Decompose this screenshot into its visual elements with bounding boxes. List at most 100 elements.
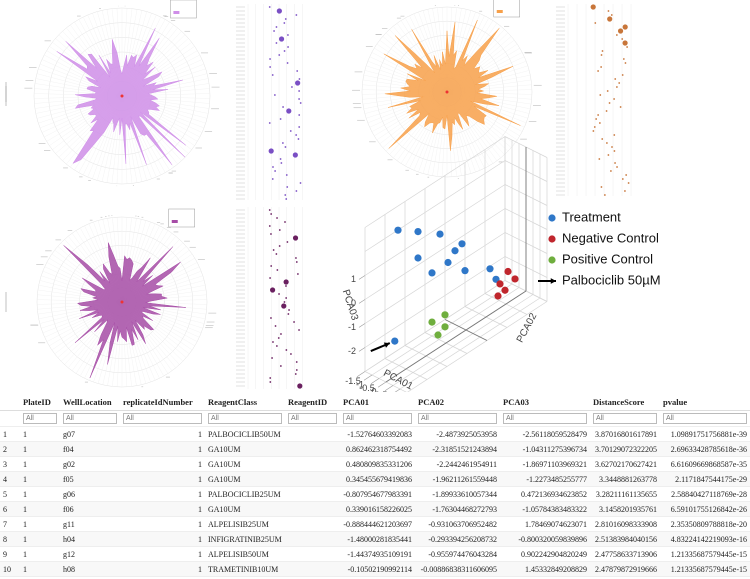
dot bbox=[278, 36, 285, 42]
table-cell: f04 bbox=[60, 441, 120, 457]
header-cell: PlateID bbox=[20, 393, 60, 411]
table-cell: 0.862462318754492 bbox=[340, 441, 415, 457]
table-cell: 2.51383984040156 bbox=[590, 531, 660, 547]
table-cell: -1.2273485255777 bbox=[500, 471, 590, 487]
dot bbox=[299, 102, 302, 104]
dot bbox=[285, 174, 288, 176]
tick-mark bbox=[358, 347, 366, 352]
table-cell: -0.931063706952482 bbox=[415, 516, 500, 532]
dot bbox=[610, 14, 613, 16]
radar-center bbox=[120, 94, 124, 98]
table-cell: 1 bbox=[120, 561, 205, 577]
filter-input[interactable]: All bbox=[663, 413, 747, 424]
dot bbox=[271, 178, 274, 180]
table-cell: INFIGRATINIB25UM bbox=[205, 531, 285, 547]
data-point bbox=[414, 228, 422, 236]
dot bbox=[283, 50, 286, 52]
dot bbox=[284, 221, 286, 223]
dot bbox=[295, 14, 298, 16]
filter-input[interactable]: All bbox=[208, 413, 282, 424]
table-cell: 3.70129072322205 bbox=[590, 441, 660, 457]
radar-panel bbox=[5, 0, 220, 187]
dot bbox=[624, 62, 627, 64]
table-row: 9 1 g12 1 ALPELISIB50UM -1.44374935109191 -0.9… bbox=[0, 546, 750, 562]
tick-label: 1 bbox=[351, 274, 356, 284]
table-cell: 3.62702170627421 bbox=[590, 456, 660, 472]
filter-input[interactable]: All bbox=[23, 413, 57, 424]
dot bbox=[595, 118, 598, 120]
filter-input[interactable]: All bbox=[503, 413, 587, 424]
table-cell: 0.345455679419836 bbox=[340, 471, 415, 487]
table-cell: 1 bbox=[20, 516, 60, 532]
table-cell: ALPELISIB50UM bbox=[205, 546, 285, 562]
box-edge bbox=[364, 136, 506, 228]
table-cell: 4.83224142219093e-16 bbox=[660, 531, 750, 547]
dot bbox=[613, 134, 616, 136]
dot bbox=[600, 66, 603, 68]
dot bbox=[298, 90, 301, 92]
dot bbox=[601, 50, 604, 52]
data-point bbox=[511, 275, 519, 283]
filter-cell: All bbox=[340, 410, 415, 427]
table-cell: 2.81016098333908 bbox=[590, 516, 660, 532]
filter-cell: All bbox=[660, 410, 750, 427]
table-cell: 2.47758633713906 bbox=[590, 546, 660, 562]
table-row: 10 1 h08 1 TRAMETINIB10UM -0.10502190992114 -0… bbox=[0, 561, 750, 577]
table-cell: 2.47879872919666 bbox=[590, 561, 660, 577]
table-cell: 1 bbox=[20, 471, 60, 487]
arrow-head bbox=[383, 342, 390, 348]
filter-input[interactable]: All bbox=[63, 413, 117, 424]
row-label: 6 bbox=[0, 501, 20, 517]
filter-input[interactable]: All bbox=[288, 413, 337, 424]
table-cell: 1 bbox=[20, 501, 60, 517]
table-cell: -0.10502190992114 bbox=[340, 561, 415, 577]
row-label: 5 bbox=[0, 486, 20, 502]
dot bbox=[280, 162, 283, 164]
filter-input[interactable]: All bbox=[418, 413, 497, 424]
table-cell: g02 bbox=[60, 456, 120, 472]
filter-input[interactable]: All bbox=[123, 413, 202, 424]
dot bbox=[269, 287, 276, 293]
dot bbox=[606, 90, 609, 92]
dot bbox=[284, 194, 287, 196]
tick-label: 0 bbox=[371, 387, 376, 392]
table-cell: -0.00886838311606095 bbox=[415, 561, 500, 577]
radar-panel bbox=[5, 0, 542, 180]
dot bbox=[278, 54, 281, 56]
table-row: 4 1 f05 1 GA10UM 0.345455679419836 -1.96211261… bbox=[0, 471, 750, 487]
axis-label: PCA02 bbox=[515, 311, 540, 345]
dot bbox=[269, 381, 272, 383]
table-cell: g06 bbox=[60, 486, 120, 502]
dot bbox=[608, 102, 611, 104]
dot bbox=[286, 108, 292, 114]
dot bbox=[268, 148, 274, 154]
dot bbox=[275, 345, 278, 347]
dot bbox=[268, 225, 271, 227]
dot bbox=[272, 341, 274, 343]
dot bbox=[624, 190, 626, 192]
dot-plot-panel bbox=[556, 4, 632, 196]
table-cell: -0.293394256208732 bbox=[415, 531, 500, 547]
table-cell: 1 bbox=[20, 426, 60, 442]
header-cell: PCA01 bbox=[340, 393, 415, 411]
table-cell bbox=[285, 426, 340, 442]
table-cell: 0.902242904820249 bbox=[500, 546, 590, 562]
table-cell: 1.78469074623071 bbox=[500, 516, 590, 532]
table-cell: g07 bbox=[60, 426, 120, 442]
dot bbox=[277, 337, 280, 339]
table-cell: 1 bbox=[20, 456, 60, 472]
dot bbox=[293, 321, 295, 323]
dot bbox=[269, 66, 272, 68]
table-row: 8 1 h04 1 INFIGRATINIB25UM -1.48000281835441-… bbox=[0, 531, 750, 547]
table-cell: -1.44374935109191 bbox=[340, 546, 415, 562]
table-cell bbox=[285, 441, 340, 457]
dot bbox=[294, 373, 297, 375]
dot bbox=[270, 265, 273, 267]
table-cell: h04 bbox=[60, 531, 120, 547]
dot bbox=[295, 134, 298, 136]
filter-cell: All bbox=[590, 410, 660, 427]
filter-input[interactable]: All bbox=[343, 413, 412, 424]
filter-input[interactable]: All bbox=[593, 413, 657, 424]
table-cell: 1 bbox=[20, 531, 60, 547]
tick-mark bbox=[394, 388, 401, 392]
